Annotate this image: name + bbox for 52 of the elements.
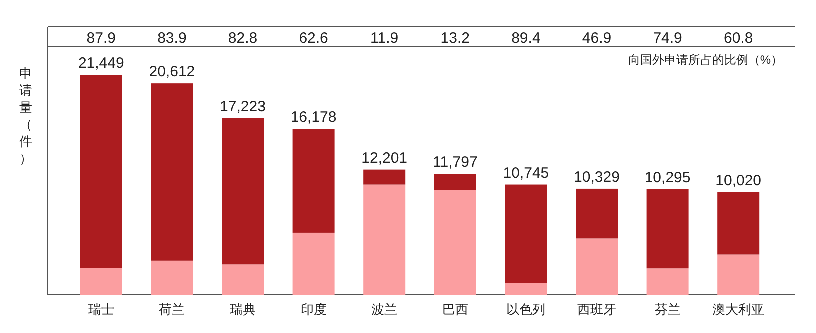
bar: [576, 238, 618, 295]
bar: [434, 190, 476, 295]
x-tick-label: 瑞典: [230, 302, 256, 317]
y-axis-title: 申请量（件）: [20, 66, 32, 166]
text: 11.9: [370, 30, 399, 47]
x-tick-label: 巴西: [442, 302, 468, 317]
text: 82.8: [228, 30, 258, 47]
x-tick-label: 印度: [300, 302, 327, 317]
bar: [80, 268, 122, 295]
annotation: 10,329: [574, 168, 620, 186]
bar: [222, 264, 264, 295]
text: 83.9: [158, 30, 187, 47]
text: 87.9: [86, 30, 116, 47]
bar: [718, 192, 760, 255]
annotation: 12,201: [362, 150, 408, 167]
bar: [364, 184, 406, 295]
text: 60.8: [724, 30, 754, 47]
text: 13.2: [440, 30, 470, 47]
bar: [151, 260, 194, 295]
bar: [80, 75, 122, 268]
bar: [151, 84, 194, 261]
bar: [364, 170, 406, 185]
bar: [646, 189, 689, 269]
annotation: 21,449: [78, 55, 124, 72]
text: 89.4: [512, 30, 541, 47]
annotation: 16,178: [290, 109, 337, 126]
x-tick-label: 芬兰: [654, 302, 681, 317]
text: 46.9: [582, 30, 612, 47]
x-tick-label: 以色列: [506, 302, 546, 317]
bar: [292, 232, 335, 295]
bar: [222, 118, 264, 265]
bar: [434, 174, 476, 190]
annotation: 10,295: [644, 169, 691, 186]
bar: [576, 188, 618, 239]
x-tick-label: 荷兰: [159, 302, 186, 317]
text: 向国外申请所占的比例（%）: [628, 53, 783, 67]
bar: [505, 283, 548, 295]
annotation: 20,612: [149, 64, 196, 81]
annotation: 10,745: [503, 164, 550, 182]
text: 74.9: [653, 30, 682, 47]
bar: [505, 184, 548, 284]
x-tick-label: 瑞士: [88, 302, 114, 317]
bar: [646, 268, 689, 295]
text: 62.6: [299, 30, 328, 47]
x-tick-label: 澳大利亚: [712, 302, 765, 317]
bar: [292, 129, 335, 233]
annotation: 10,020: [716, 172, 762, 190]
annotation: 17,223: [220, 98, 266, 116]
x-tick-label: 波兰: [372, 302, 398, 317]
bar: [718, 254, 760, 295]
x-tick-label: 西班牙: [578, 302, 616, 317]
annotation: 11,797: [433, 154, 478, 171]
